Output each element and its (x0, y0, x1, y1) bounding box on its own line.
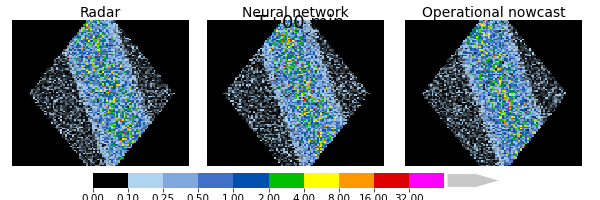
Bar (128, 173, 163, 188)
Bar (233, 173, 269, 188)
Bar (409, 173, 444, 188)
Bar (198, 173, 233, 188)
Title: Operational nowcast: Operational nowcast (422, 6, 565, 20)
Bar (339, 173, 374, 188)
Bar (93, 173, 128, 188)
Bar (304, 173, 339, 188)
Text: T+00 min: T+00 min (256, 14, 344, 32)
Title: Neural network: Neural network (242, 6, 349, 20)
Title: Radar: Radar (80, 6, 121, 20)
FancyArrow shape (448, 173, 499, 188)
Bar (163, 173, 198, 188)
Bar (374, 173, 409, 188)
Bar (269, 173, 304, 188)
